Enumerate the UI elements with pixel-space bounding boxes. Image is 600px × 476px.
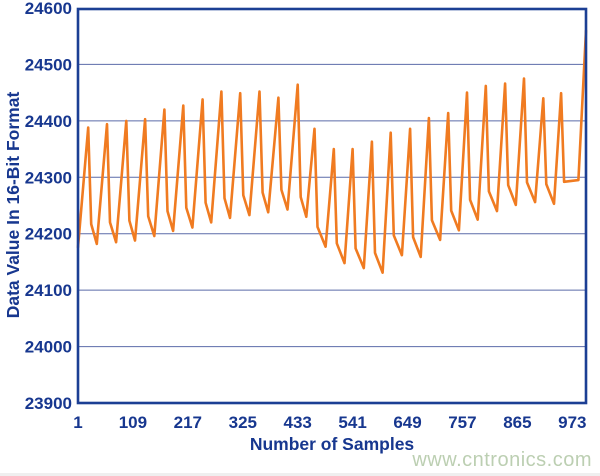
x-tick-label: 325 xyxy=(229,413,257,432)
y-axis-title: Data Value In 16-Bit Format xyxy=(3,92,23,319)
x-tick-label: 865 xyxy=(503,413,531,432)
y-tick-label: 24000 xyxy=(25,338,72,357)
y-tick-label: 24500 xyxy=(25,55,72,74)
y-tick-label: 24300 xyxy=(25,168,72,187)
bottom-edge-line xyxy=(0,473,600,476)
x-tick-labels: 1 109 217 325 433 541 649 757 865 973 xyxy=(73,413,586,432)
x-tick-label: 109 xyxy=(119,413,147,432)
x-tick-label: 433 xyxy=(284,413,312,432)
y-tick-label: 24400 xyxy=(25,112,72,131)
data-series-line xyxy=(76,29,588,275)
x-tick-label: 541 xyxy=(338,413,366,432)
y-tick-label: 23900 xyxy=(25,394,72,413)
x-tick-label: 757 xyxy=(448,413,476,432)
y-tick-labels: 23900 24000 24100 24200 24300 24400 24500 24600 xyxy=(25,0,72,413)
y-tick-label: 24200 xyxy=(25,225,72,244)
plot-area-border xyxy=(76,7,588,405)
gridlines xyxy=(78,63,586,348)
watermark-text: www.cntronics.com xyxy=(411,449,592,471)
y-tick-label: 24600 xyxy=(25,0,72,18)
x-axis-title: Number of Samples xyxy=(250,434,415,454)
x-tick-label: 649 xyxy=(393,413,421,432)
x-tick-label: 1 xyxy=(73,413,82,432)
x-tick-label: 217 xyxy=(174,413,202,432)
x-tick-label: 973 xyxy=(558,413,586,432)
y-tick-label: 24100 xyxy=(25,281,72,300)
